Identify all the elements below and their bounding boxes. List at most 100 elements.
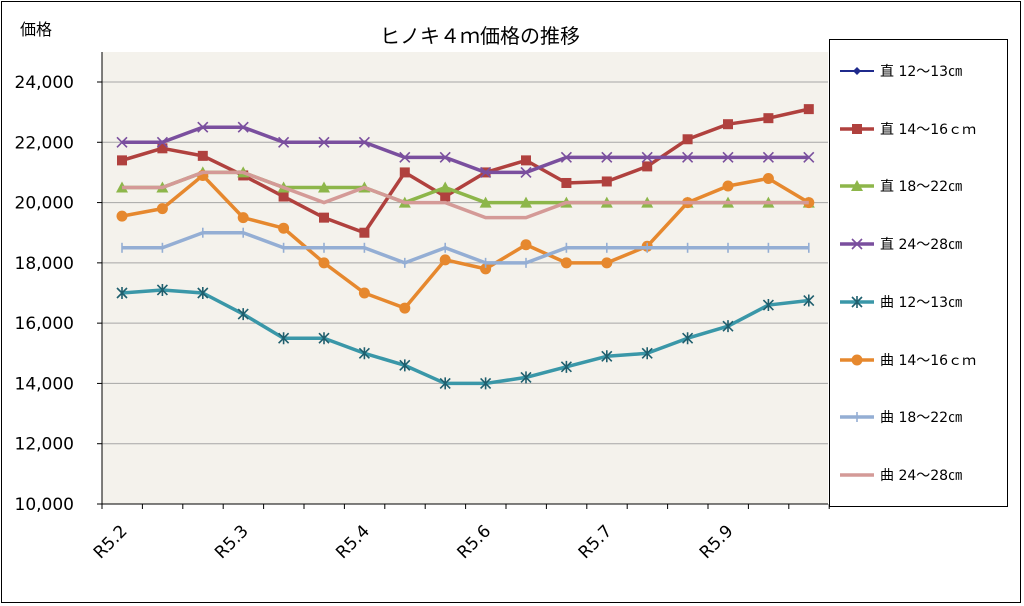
data-point [116, 287, 128, 299]
data-point [318, 332, 330, 345]
data-point [682, 151, 694, 163]
x-tick-label: R5.3 [211, 521, 253, 563]
legend-marker [851, 238, 863, 250]
legend-item: 直 14～16ｃｍ [838, 119, 976, 139]
data-point [156, 283, 168, 296]
legend-swatch [840, 295, 874, 308]
data-point [319, 212, 329, 223]
data-point [439, 377, 451, 390]
data-point [278, 191, 289, 202]
data-point [318, 181, 330, 193]
data-point [682, 332, 694, 345]
data-point [439, 254, 451, 266]
data-point [399, 302, 411, 314]
series-line [122, 230, 809, 265]
data-point [520, 239, 532, 251]
legend-item: 直 24～28㎝ [838, 234, 962, 254]
legend-swatch [840, 473, 874, 477]
plot-background [102, 52, 828, 504]
data-point [358, 287, 370, 299]
data-point [480, 166, 492, 178]
data-point [561, 177, 572, 188]
series-4 [116, 121, 815, 178]
data-point [237, 212, 249, 224]
legend-marker [851, 354, 863, 365]
y-tick-label: 20,000 [15, 194, 74, 214]
legend-item: 曲 14～16ｃｍ [838, 350, 976, 370]
legend-label: 直 12～13㎝ [880, 64, 963, 80]
data-point [722, 180, 734, 192]
data-point [722, 320, 734, 333]
data-point [439, 151, 451, 163]
data-point [642, 161, 653, 172]
legend-label: 直 18～22㎝ [880, 179, 963, 196]
data-point [722, 151, 734, 163]
series-line [122, 170, 809, 220]
data-point [358, 136, 370, 148]
data-point [560, 151, 572, 163]
legend-swatch [840, 412, 874, 423]
legend-swatch [840, 67, 874, 75]
y-tick-label: 10,000 [15, 495, 74, 515]
legend-swatch [840, 180, 874, 192]
legend-label: 曲 12～13㎝ [880, 294, 963, 311]
data-point [358, 347, 370, 360]
y-tick-label: 16,000 [15, 314, 74, 334]
series-8 [122, 170, 809, 220]
data-point [399, 151, 411, 163]
legend-marker [852, 123, 862, 134]
legend-swatch [840, 123, 874, 134]
data-point [521, 155, 531, 166]
data-point [803, 104, 814, 115]
legend-label: 曲 14～16ｃｍ [880, 352, 977, 369]
data-point [318, 136, 330, 148]
legend-item: 曲 12～13㎝ [838, 292, 962, 312]
data-point [803, 294, 815, 307]
legend-label: 直 24～28㎝ [880, 237, 963, 254]
data-point [237, 121, 249, 133]
legend-item: 曲 18～22㎝ [838, 407, 962, 427]
legend-item: 直 18～22㎝ [838, 176, 962, 196]
data-point [762, 151, 774, 163]
legend-label: 曲 18～22㎝ [880, 410, 963, 427]
legend-label: 曲 24～28㎝ [880, 467, 963, 484]
y-tick-label: 12,000 [15, 435, 74, 455]
x-tick-label: R5.7 [575, 521, 617, 563]
data-point [479, 196, 492, 208]
legend-marker [851, 180, 863, 192]
data-point [197, 150, 208, 161]
y-axis-label: 価格 [20, 20, 53, 39]
data-point [318, 257, 330, 269]
data-point [399, 167, 410, 178]
data-point [762, 172, 774, 184]
legend-swatch [840, 238, 874, 250]
data-point [197, 287, 209, 299]
data-point [641, 151, 653, 163]
data-point [762, 299, 774, 312]
x-tick-label: R5.6 [454, 521, 496, 563]
data-point [278, 136, 290, 148]
data-point [723, 119, 733, 130]
y-tick-label: 18,000 [15, 254, 74, 274]
data-point [117, 155, 127, 166]
data-point [157, 143, 168, 154]
data-point [601, 257, 613, 269]
data-point [763, 113, 774, 124]
data-point [359, 227, 370, 238]
data-point [520, 196, 532, 208]
legend-item: 直 12～13㎝ [838, 61, 962, 81]
data-point [520, 166, 532, 178]
data-point [601, 176, 612, 187]
y-tick-label: 14,000 [15, 374, 74, 394]
data-point [278, 222, 290, 234]
data-point [560, 257, 572, 269]
y-tick-label: 22,000 [15, 133, 74, 153]
series-5 [116, 283, 815, 390]
data-point [601, 151, 613, 163]
data-point [399, 359, 411, 372]
series-line [122, 125, 809, 175]
data-point [520, 371, 532, 384]
x-tick-label: R5.4 [332, 521, 374, 563]
legend-marker [851, 295, 863, 308]
